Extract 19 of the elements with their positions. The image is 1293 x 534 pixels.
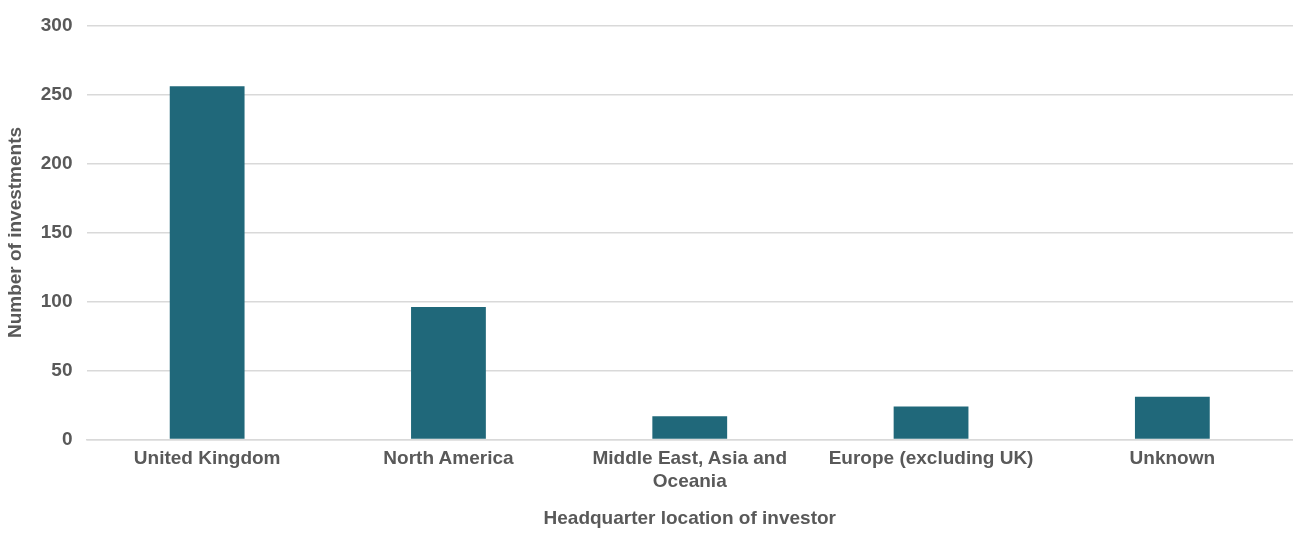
y-tick-label: 300 — [40, 13, 73, 35]
bar — [893, 406, 969, 439]
x-tick-label: Europe (excluding UK) — [828, 447, 1034, 469]
y-tick-label: 0 — [61, 427, 73, 449]
y-axis-title: Number of investments — [3, 126, 25, 339]
bar — [411, 307, 486, 439]
bar — [169, 86, 245, 439]
x-tick-label: Middle East, Asia and Oceania — [592, 447, 788, 492]
y-tick-label: 150 — [40, 220, 73, 242]
y-tick-label: 100 — [40, 289, 73, 311]
bar — [652, 416, 728, 439]
y-tick-label: 50 — [51, 358, 73, 380]
y-tick-label: 200 — [40, 151, 73, 173]
x-axis-title: Headquarter location of investor — [543, 506, 837, 528]
y-tick-label: 250 — [40, 82, 73, 104]
x-tick-label: United Kingdom — [133, 447, 281, 469]
x-tick-label: Unknown — [1129, 447, 1216, 469]
bar — [1134, 396, 1210, 439]
x-tick-label: North America — [383, 447, 514, 469]
